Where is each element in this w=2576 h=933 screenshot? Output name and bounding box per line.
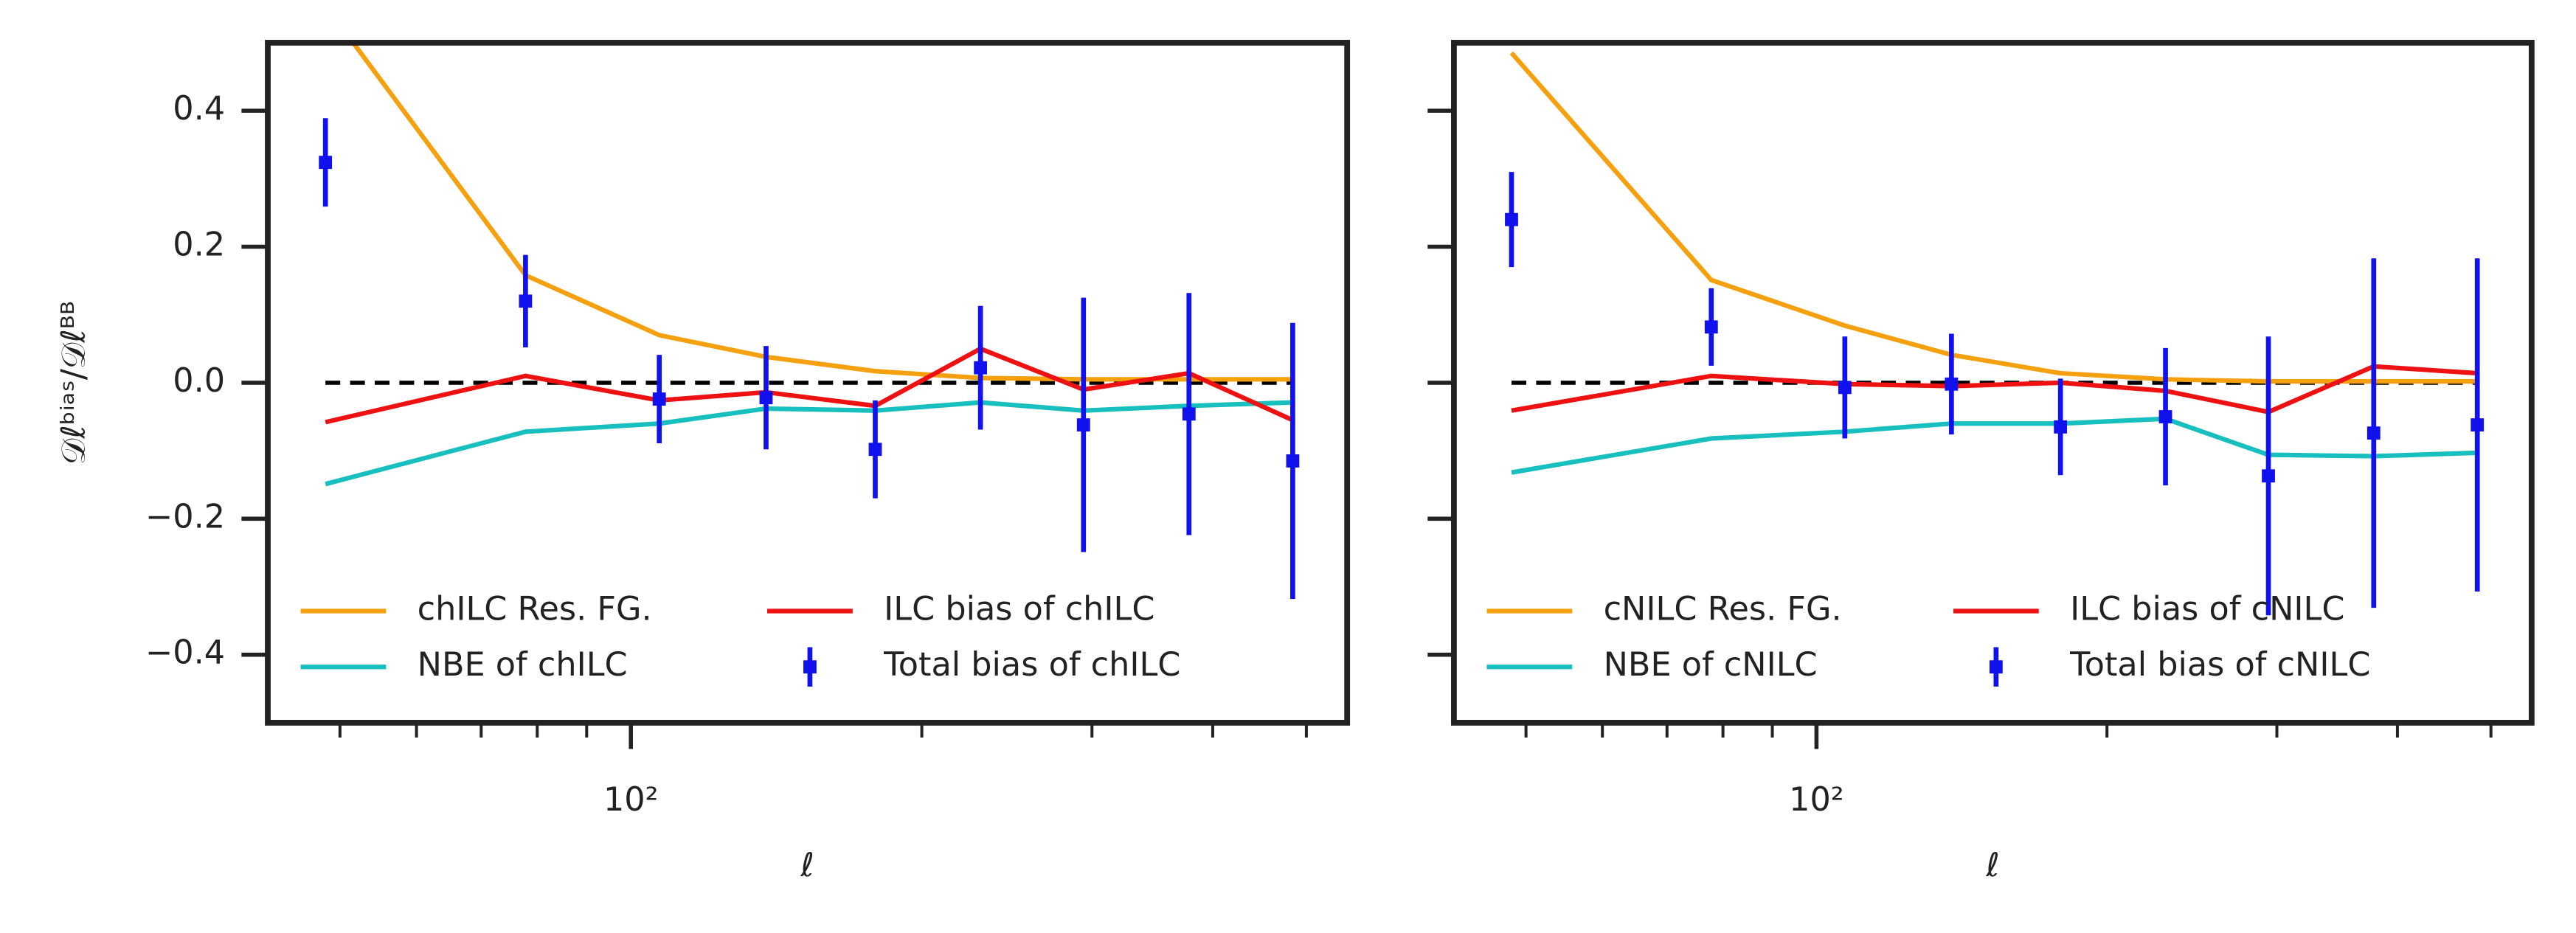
x-axis-label: ℓ	[1985, 846, 1999, 884]
legend-label: chILC Res. FG.	[418, 589, 652, 628]
marker	[2262, 469, 2275, 483]
axes-frame	[1451, 40, 2535, 726]
marker	[2366, 426, 2381, 440]
series-line	[1511, 364, 2478, 415]
legend-label: ILC bias of chILC	[884, 589, 1154, 628]
marker	[652, 392, 666, 406]
series-line	[1511, 416, 2478, 475]
legend-label: cNILC Res. FG.	[1604, 589, 1842, 628]
marker	[1838, 381, 1852, 395]
marker	[1076, 418, 1090, 431]
marker	[519, 294, 533, 308]
marker	[319, 156, 333, 170]
legend-label: Total bias of cNILC	[2069, 645, 2370, 684]
y-tick-label: 0.2	[173, 226, 225, 264]
marker	[2054, 420, 2068, 434]
plot-area	[1505, 51, 2485, 616]
marker	[2471, 418, 2485, 431]
marker	[1945, 377, 1959, 391]
series-line	[1509, 51, 2478, 384]
x-axis-label: ℓ	[800, 846, 814, 884]
x-tick-label: 10²	[603, 780, 659, 819]
legend-label: ILC bias of cNILC	[2070, 589, 2344, 628]
axes-frame	[265, 40, 1351, 726]
plot-area	[319, 42, 1300, 600]
y-axis-label: 𝒟ℓᵇⁱᵃˢ/𝒟ℓᴮᴮ	[54, 301, 92, 465]
legend-swatch	[803, 660, 817, 674]
marker	[1704, 320, 1718, 334]
y-tick-label: −0.4	[145, 634, 225, 672]
legend-label: NBE of chILC	[418, 645, 628, 684]
marker	[974, 361, 988, 375]
marker	[1182, 407, 1196, 421]
y-tick-label: −0.2	[145, 497, 225, 535]
legend-label: Total bias of chILC	[883, 645, 1180, 684]
marker	[759, 391, 773, 405]
marker	[1505, 212, 1518, 226]
marker	[1286, 454, 1300, 468]
series-line	[350, 42, 1293, 382]
marker	[868, 443, 882, 457]
y-tick-label: 0.0	[173, 361, 225, 400]
legend-swatch	[1989, 660, 2003, 674]
x-tick-label: 10²	[1789, 780, 1844, 819]
legend-label: NBE of cNILC	[1604, 645, 1818, 684]
y-tick-label: 0.4	[173, 89, 225, 128]
series-line	[325, 400, 1293, 487]
marker	[2158, 410, 2172, 423]
